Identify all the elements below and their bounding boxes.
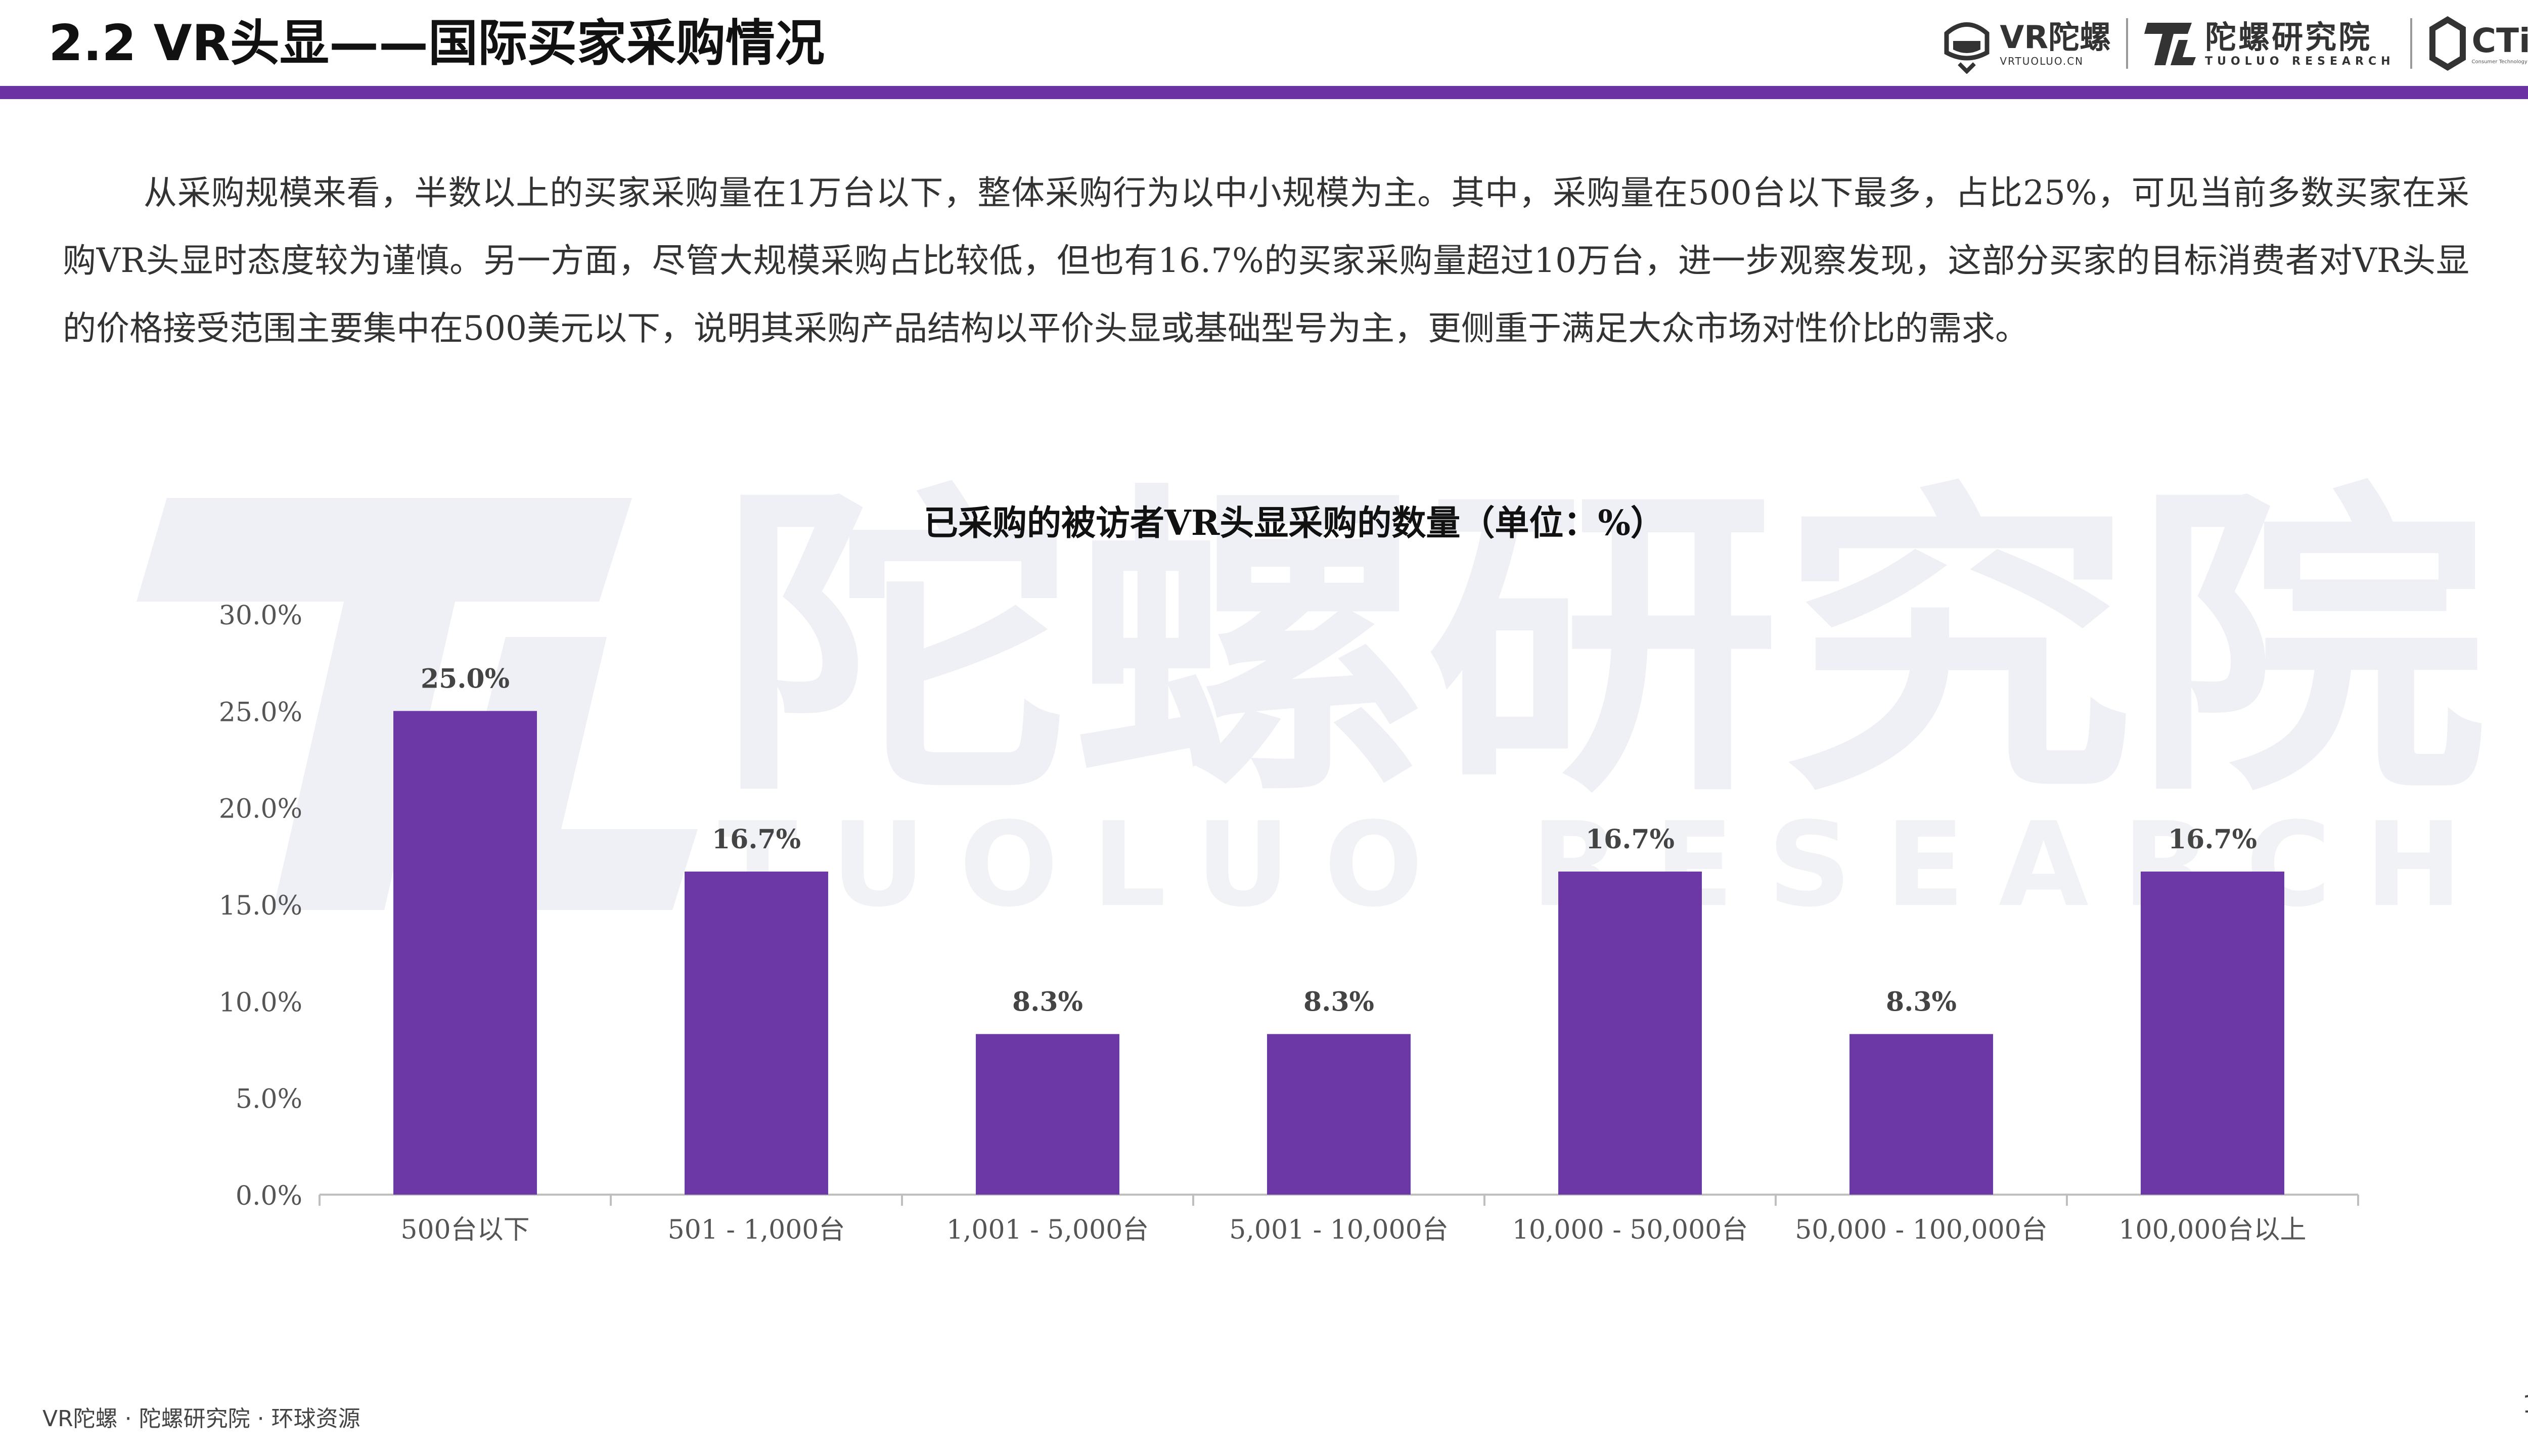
logo-divider [2410, 18, 2412, 69]
bar-value-label: 16.7% [712, 824, 801, 855]
bar-value-label: 25.0% [421, 663, 510, 694]
tuoluo-research-logo-name: 陀螺研究院 [2205, 18, 2372, 56]
title-underline [0, 86, 2528, 99]
data-labels: 25.0% 16.7% 8.3% 8.3% 16.7% 8.3% 16.7% [421, 663, 2257, 1017]
chart-title: 已采购的被访者VR头显采购的数量（单位：%） [924, 503, 1665, 543]
bar-value-label: 8.3% [1303, 986, 1374, 1017]
x-tick-label: 500台以下 [400, 1215, 529, 1245]
x-tick-label: 501 - 1,000台 [668, 1215, 845, 1245]
bar [976, 1034, 1119, 1195]
bar [1267, 1034, 1411, 1195]
y-tick-label: 30.0% [219, 601, 302, 631]
x-tick-label: 100,000台以上 [2118, 1215, 2306, 1245]
logo-divider [2126, 18, 2129, 69]
bar-value-label: 8.3% [1886, 986, 1957, 1017]
ctis-ring-icon [2429, 16, 2466, 71]
source-footer: VR陀螺 · 陀螺研究院 · 环球资源 [42, 1406, 360, 1432]
bar [685, 871, 828, 1195]
page-number: 12 [2522, 1390, 2528, 1419]
y-axis: 0.0% 5.0% 10.0% 15.0% 20.0% 25.0% 30.0% [219, 601, 302, 1211]
ctis-logo-subtitle: Consumer Technology & Innovation Show [2471, 59, 2528, 65]
ctis-logo-name: CTiS [2471, 21, 2528, 60]
ctis-logo: CTiS Consumer Technology & Innovation Sh… [2427, 11, 2528, 76]
bar-value-label: 8.3% [1012, 986, 1083, 1017]
tuoluo-research-logo-subtitle: TUOLUO RESEARCH [2205, 55, 2395, 68]
y-tick-label: 25.0% [219, 697, 302, 727]
bar [1849, 1034, 1993, 1195]
y-tick-label: 10.0% [219, 987, 302, 1018]
vrtuoluo-logo-subtitle: VRTUOLUO.CN [2000, 55, 2084, 67]
vrtuoluo-logo-name: VR陀螺 [2000, 19, 2111, 56]
x-tick-label: 5,001 - 10,000台 [1229, 1215, 1448, 1245]
logo-bar: VR陀螺 VRTUOLUO.CN 陀螺研究院 TUOLUO RESEARCH C… [1939, 11, 2528, 76]
vr-headset-icon [1944, 22, 1990, 74]
tl-mark-icon [2144, 23, 2196, 65]
body-paragraph: 从采购规模来看，半数以上的买家采购量在1万台以下，整体采购行为以中小规模为主。其… [63, 159, 2469, 362]
tuoluo-research-logo: 陀螺研究院 TUOLUO RESEARCH [2143, 11, 2395, 76]
y-tick-label: 5.0% [236, 1084, 302, 1115]
bar-series [393, 711, 2284, 1195]
bar [393, 711, 537, 1195]
x-tick-label: 1,001 - 5,000台 [946, 1215, 1149, 1245]
y-tick-label: 20.0% [219, 794, 302, 825]
x-tick-label: 50,000 - 100,000台 [1795, 1215, 2048, 1245]
y-tick-label: 0.0% [236, 1181, 302, 1211]
body-paragraph-text: 从采购规模来看，半数以上的买家采购量在1万台以下，整体采购行为以中小规模为主。其… [63, 173, 2469, 348]
bar-value-label: 16.7% [1586, 824, 1675, 855]
y-tick-label: 15.0% [219, 891, 302, 921]
x-axis: 500台以下 501 - 1,000台 1,001 - 5,000台 5,001 - … [319, 1195, 2359, 1245]
vrtuoluo-logo: VR陀螺 VRTUOLUO.CN [1939, 11, 2111, 76]
bar [2141, 871, 2284, 1195]
bar [1558, 871, 1702, 1195]
bar-value-label: 16.7% [2168, 824, 2257, 855]
slide-header: 2.2 VR头显——国际买家采购情况 VR陀螺 VRTUOLUO.CN 陀螺研究… [0, 0, 2528, 87]
x-tick-label: 10,000 - 50,000台 [1512, 1215, 1748, 1245]
page-title: 2.2 VR头显——国际买家采购情况 [49, 15, 825, 72]
